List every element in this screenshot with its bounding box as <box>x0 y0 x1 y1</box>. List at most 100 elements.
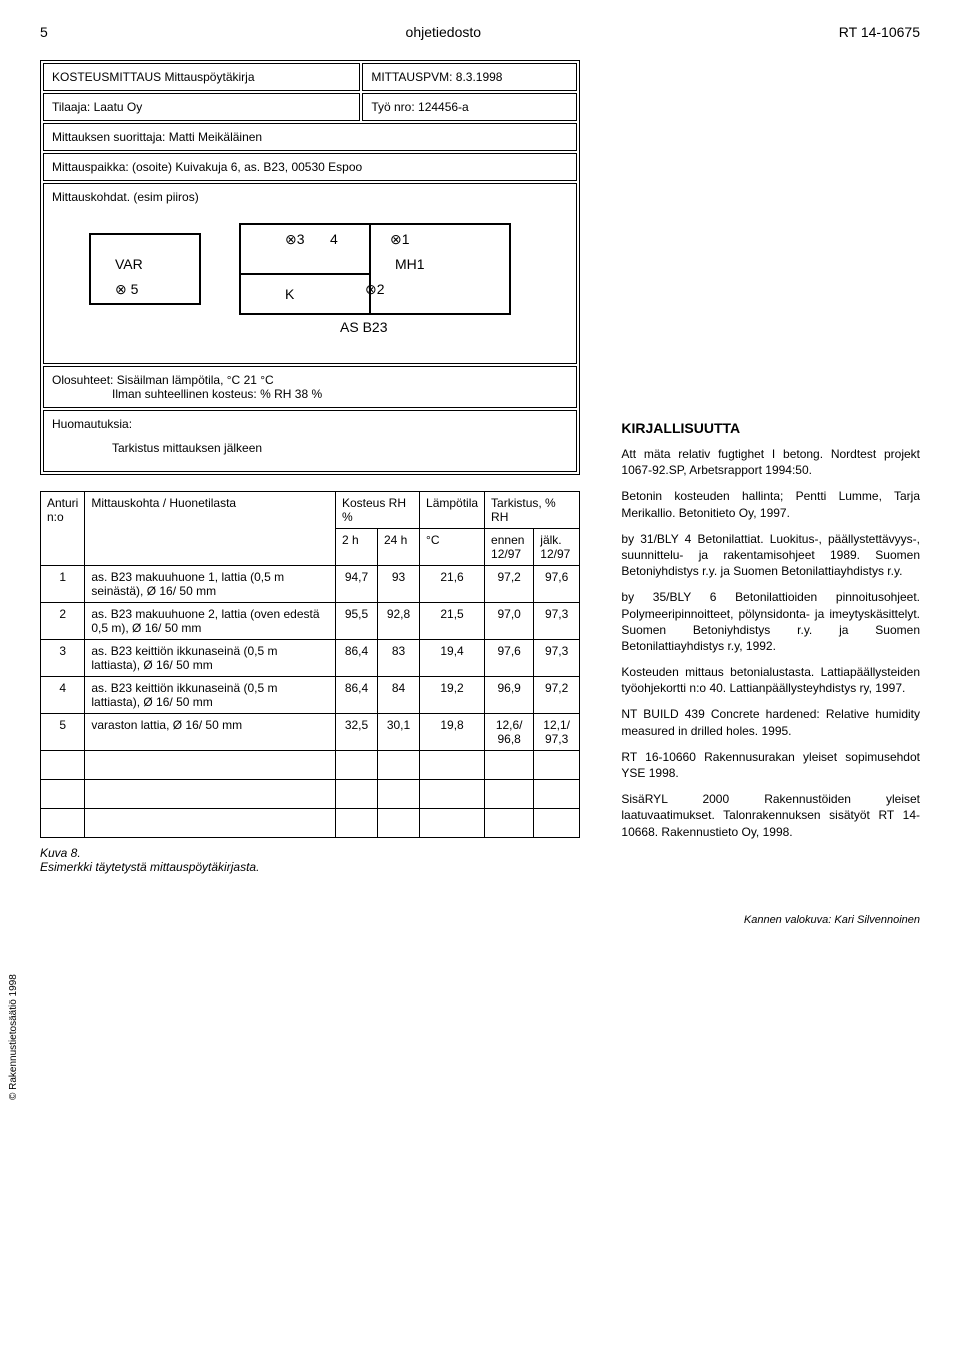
biblio-item: by 35/BLY 6 Betonilattioiden pinnoitusoh… <box>621 589 920 654</box>
table-header-row-1: Anturi n:o Mittauskohta / Huonetilasta K… <box>41 492 580 529</box>
copyright-side: © Rakennustietosäätiö 1998 <box>8 974 19 1100</box>
cell-n: 5 <box>41 714 85 751</box>
table-row: 2as. B23 makuuhuone 2, lattia (oven edes… <box>41 603 580 640</box>
cell-24h: 83 <box>378 640 420 677</box>
cell-temp: 19,2 <box>420 677 485 714</box>
cell-2h: 86,4 <box>335 677 377 714</box>
cell-desc: as. B23 makuuhuone 1, lattia (0,5 m sein… <box>85 566 336 603</box>
footer-credit: Kannen valokuva: Kari Silvennoinen <box>40 914 920 926</box>
th-jalk: jälk. 12/97 <box>534 529 580 566</box>
sketch-asb: AS B23 <box>340 319 388 335</box>
sketch-k: K <box>285 286 295 302</box>
biblio-item: Betonin kosteuden hallinta; Pentti Lumme… <box>621 488 920 520</box>
cell-temp: 21,5 <box>420 603 485 640</box>
cell-ennen: 97,6 <box>485 640 534 677</box>
cell-n: 3 <box>41 640 85 677</box>
bibliography: KIRJALLISUUTTA Att mäta relativ fugtighe… <box>621 420 920 850</box>
cell-jalk: 97,6 <box>534 566 580 603</box>
protocol-points-label: Mittauskohdat. (esim piiros) <box>43 183 577 364</box>
remarks-text: Tarkistus mittauksen jälkeen <box>52 431 568 465</box>
th-2h: 2 h <box>335 529 377 566</box>
cell-desc: as. B23 makuuhuone 2, lattia (oven edest… <box>85 603 336 640</box>
page-header: 5 ohjetiedosto RT 14-10675 <box>40 24 920 40</box>
sketch-p1: ⊗1 <box>390 231 410 247</box>
cell-24h: 93 <box>378 566 420 603</box>
cell-n: 4 <box>41 677 85 714</box>
table-row: 3as. B23 keittiön ikkunaseinä (0,5 m lat… <box>41 640 580 677</box>
cond-label-temp: Olosuhteet: Sisäilman lämpötila, °C <box>52 373 240 387</box>
cell-2h: 32,5 <box>335 714 377 751</box>
cell-desc: as. B23 keittiön ikkunaseinä (0,5 m latt… <box>85 640 336 677</box>
figure-caption: Kuva 8. Esimerkki täytetystä mittauspöyt… <box>40 846 597 874</box>
protocol-job: Työ nro: 124456-a <box>362 93 577 121</box>
cell-2h: 86,4 <box>335 640 377 677</box>
biblio-item: RT 16-10660 Rakennusurakan yleiset sopim… <box>621 749 920 781</box>
cell-24h: 92,8 <box>378 603 420 640</box>
protocol-date: MITTAUSPVM: 8.3.1998 <box>362 63 577 91</box>
header-code: RT 14-10675 <box>839 24 920 40</box>
cell-desc: as. B23 keittiön ikkunaseinä (0,5 m latt… <box>85 677 336 714</box>
biblio-item: NT BUILD 439 Concrete hardened: Relative… <box>621 706 920 738</box>
th-ennen: ennen 12/97 <box>485 529 534 566</box>
sketch-p5: ⊗ 5 <box>115 281 139 297</box>
cell-ennen: 97,2 <box>485 566 534 603</box>
measurement-table: Anturi n:o Mittauskohta / Huonetilasta K… <box>40 491 580 838</box>
sketch-mh1: MH1 <box>395 256 425 272</box>
cond-val-rh: 38 % <box>295 387 322 401</box>
cell-ennen: 96,9 <box>485 677 534 714</box>
cell-ennen: 12,6/ 96,8 <box>485 714 534 751</box>
cell-jalk: 97,3 <box>534 603 580 640</box>
biblio-item: by 31/BLY 4 Betonilattiat. Luokitus-, pä… <box>621 531 920 580</box>
cell-temp: 21,6 <box>420 566 485 603</box>
cond-val-temp: 21 °C <box>244 373 274 387</box>
biblio-item: SisäRYL 2000 Rakennustöiden yleiset laat… <box>621 791 920 840</box>
cell-2h: 94,7 <box>335 566 377 603</box>
table-row: 1as. B23 makuuhuone 1, lattia (0,5 m sei… <box>41 566 580 603</box>
cond-label-rh: Ilman suhteellinen kosteus: % RH <box>52 387 291 401</box>
sketch-var: VAR <box>115 256 143 272</box>
protocol-client: Tilaaja: Laatu Oy <box>43 93 360 121</box>
cell-n: 2 <box>41 603 85 640</box>
cell-2h: 95,5 <box>335 603 377 640</box>
protocol-conditions: Olosuhteet: Sisäilman lämpötila, °C 21 °… <box>43 366 577 408</box>
remarks-label: Huomautuksia: <box>52 417 568 431</box>
protocol-place: Mittauspaikka: (osoite) Kuivakuja 6, as.… <box>43 153 577 181</box>
protocol-performer: Mittauksen suorittaja: Matti Meikäläinen <box>43 123 577 151</box>
cell-jalk: 12,1/ 97,3 <box>534 714 580 751</box>
th-c: °C <box>420 529 485 566</box>
th-kohta: Mittauskohta / Huonetilasta <box>85 492 336 566</box>
table-row: 4as. B23 keittiön ikkunaseinä (0,5 m lat… <box>41 677 580 714</box>
biblio-item: Kosteuden mittaus betonialustasta. Latti… <box>621 664 920 696</box>
cell-temp: 19,4 <box>420 640 485 677</box>
sketch-p2: ⊗2 <box>365 281 385 297</box>
points-text: Mittauskohdat. (esim piiros) <box>52 190 199 204</box>
caption-line-1: Kuva 8. <box>40 846 597 860</box>
th-anturi: Anturi n:o <box>41 492 85 566</box>
biblio-item: Att mäta relativ fugtighet I betong. Nor… <box>621 446 920 478</box>
th-tarkistus: Tarkistus, % RH <box>485 492 580 529</box>
cell-ennen: 97,0 <box>485 603 534 640</box>
protocol-table: KOSTEUSMITTAUS Mittauspöytäkirja MITTAUS… <box>40 60 580 475</box>
biblio-title: KIRJALLISUUTTA <box>621 420 920 436</box>
caption-line-2: Esimerkki täytetystä mittauspöytäkirjast… <box>40 860 597 874</box>
protocol-title: KOSTEUSMITTAUS Mittauspöytäkirja <box>43 63 360 91</box>
header-center: ohjetiedosto <box>406 24 482 40</box>
cell-desc: varaston lattia, Ø 16/ 50 mm <box>85 714 336 751</box>
cell-temp: 19,8 <box>420 714 485 751</box>
table-row: 5varaston lattia, Ø 16/ 50 mm32,530,119,… <box>41 714 580 751</box>
page-number: 5 <box>40 24 48 40</box>
protocol-remarks: Huomautuksia: Tarkistus mittauksen jälke… <box>43 410 577 472</box>
table-empty-row <box>41 751 580 780</box>
cell-24h: 30,1 <box>378 714 420 751</box>
th-kosteus: Kosteus RH % <box>335 492 419 529</box>
cell-n: 1 <box>41 566 85 603</box>
sketch-p4: 4 <box>330 231 338 247</box>
floor-sketch: VAR ⊗ 5 ⊗3 4 K ⊗1 MH1 ⊗2 AS B23 <box>52 204 568 357</box>
cell-jalk: 97,2 <box>534 677 580 714</box>
cell-jalk: 97,3 <box>534 640 580 677</box>
cell-24h: 84 <box>378 677 420 714</box>
table-empty-row <box>41 809 580 838</box>
th-lampo: Lämpötila <box>420 492 485 529</box>
th-24h: 24 h <box>378 529 420 566</box>
sketch-p3: ⊗3 <box>285 231 305 247</box>
